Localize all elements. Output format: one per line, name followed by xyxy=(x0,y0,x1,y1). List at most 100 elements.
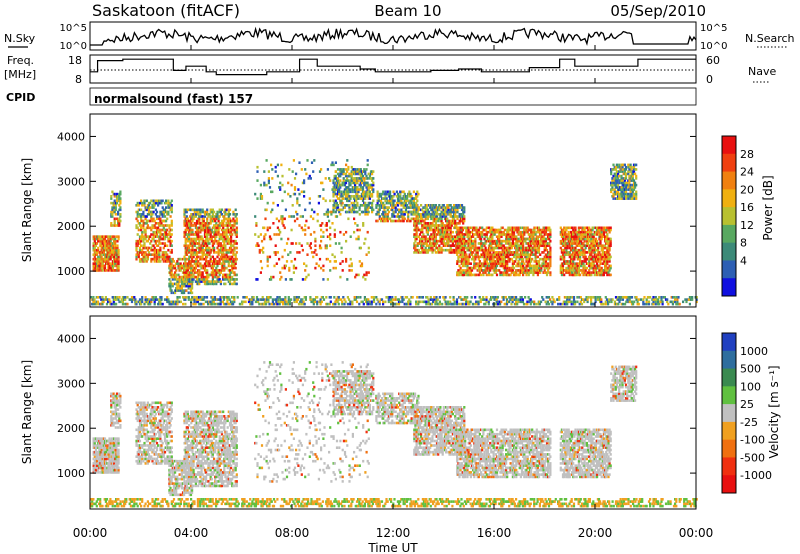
data-cell xyxy=(539,233,542,236)
data-cell xyxy=(451,206,454,209)
data-cell xyxy=(506,264,509,268)
data-cell xyxy=(449,204,452,207)
data-cell xyxy=(202,248,205,252)
data-cell xyxy=(420,237,423,241)
data-cell xyxy=(413,242,416,245)
data-cell xyxy=(186,269,189,272)
data-cell xyxy=(189,262,192,265)
data-cell xyxy=(588,257,591,261)
data-cell xyxy=(530,269,533,272)
data-cell xyxy=(495,242,499,245)
data-cell xyxy=(186,208,189,212)
data-cell xyxy=(220,248,224,252)
data-cell xyxy=(226,273,229,277)
data-cell xyxy=(223,278,226,281)
data-cell xyxy=(343,188,346,191)
data-cell xyxy=(355,206,358,209)
data-cell xyxy=(547,233,550,236)
data-cell xyxy=(465,228,468,232)
data-cell xyxy=(97,248,100,252)
data-cell xyxy=(190,222,193,225)
data-cell xyxy=(231,262,234,265)
data-cell xyxy=(101,239,104,243)
data-cell xyxy=(437,219,440,223)
data-cell xyxy=(572,266,575,270)
data-cell xyxy=(188,275,191,279)
data-cell xyxy=(531,251,534,254)
data-cell xyxy=(430,242,433,245)
data-cell xyxy=(620,177,623,180)
data-cell xyxy=(437,213,440,216)
data-cell xyxy=(371,192,374,196)
data-cell xyxy=(590,228,593,232)
data-cell xyxy=(619,170,622,173)
data-cell xyxy=(494,266,497,270)
data-cell xyxy=(183,222,186,225)
data-cell xyxy=(145,206,148,209)
data-cell xyxy=(456,206,459,209)
data-cell xyxy=(92,266,95,270)
data-cell xyxy=(206,228,209,232)
data-cell xyxy=(455,206,458,209)
data-cell xyxy=(372,190,375,194)
data-cell xyxy=(448,204,451,207)
data-cell xyxy=(144,251,147,254)
data-cell xyxy=(211,210,214,214)
data-cell xyxy=(188,235,191,238)
data-cell xyxy=(137,208,140,212)
data-cell xyxy=(459,266,462,270)
data-cell xyxy=(411,206,414,209)
data-cell xyxy=(199,280,202,283)
data-cell xyxy=(573,257,576,261)
data-cell xyxy=(226,235,229,238)
data-cell xyxy=(539,228,542,232)
data-cell xyxy=(172,273,175,277)
data-cell xyxy=(379,195,383,198)
data-cell xyxy=(396,192,400,196)
data-cell xyxy=(205,257,208,261)
data-cell xyxy=(171,273,174,277)
data-cell xyxy=(509,246,512,250)
data-cell xyxy=(213,242,216,245)
data-cell xyxy=(626,195,629,198)
data-cell xyxy=(561,262,565,265)
data-cell xyxy=(509,273,512,277)
data-cell xyxy=(110,224,113,227)
data-cell xyxy=(198,278,201,281)
data-cell xyxy=(456,248,459,252)
data-cell xyxy=(140,199,143,203)
data-cell xyxy=(153,226,156,230)
data-cell xyxy=(400,204,403,207)
data-cell xyxy=(109,237,112,241)
data-cell xyxy=(220,222,224,225)
data-cell xyxy=(493,242,496,245)
data-cell xyxy=(371,206,374,209)
data-cell xyxy=(184,230,187,234)
data-cell xyxy=(346,204,349,207)
data-cell xyxy=(384,219,387,223)
data-cell xyxy=(435,217,439,221)
data-cell xyxy=(211,242,214,245)
data-cell xyxy=(486,262,489,265)
data-cell xyxy=(537,226,541,230)
data-cell xyxy=(199,210,202,214)
data-cell xyxy=(469,271,472,274)
data-cell xyxy=(590,257,593,261)
data-cell xyxy=(225,222,228,225)
data-cell xyxy=(568,235,571,238)
data-cell xyxy=(600,246,603,250)
data-cell xyxy=(183,271,186,274)
data-cell xyxy=(596,273,599,277)
data-cell xyxy=(623,163,626,167)
data-cell xyxy=(186,239,189,243)
data-cell xyxy=(543,266,546,270)
data-cell xyxy=(341,208,344,212)
data-cell xyxy=(518,271,521,274)
data-cell xyxy=(206,235,209,238)
data-cell xyxy=(605,260,608,263)
data-cell xyxy=(430,226,433,230)
data-cell xyxy=(414,222,417,225)
data-cell xyxy=(192,239,195,243)
data-cell xyxy=(528,253,531,256)
data-cell xyxy=(404,210,408,214)
